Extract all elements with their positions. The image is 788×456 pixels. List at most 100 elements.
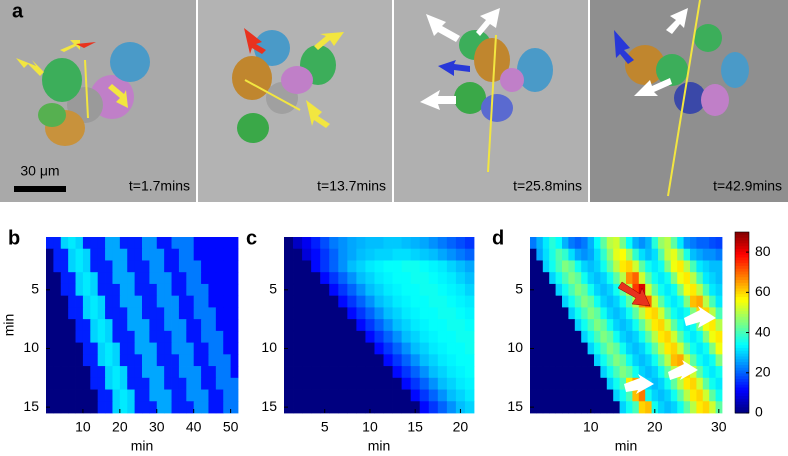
heatmap-cell (581, 248, 588, 261)
heatmap-cell (374, 366, 384, 379)
heatmap-cell (600, 354, 608, 367)
cells-3 (454, 30, 553, 173)
x-tick-label: 30 (149, 419, 165, 435)
heatmap-cell (374, 260, 384, 273)
heatmap-cell (215, 237, 224, 250)
colorbar-segment (735, 234, 749, 239)
heatmap-cell (664, 237, 672, 250)
heatmap-cell (201, 260, 209, 273)
heatmap-cell (632, 319, 640, 332)
heatmap-cell (365, 330, 375, 343)
heatmap-cell (658, 401, 665, 414)
heatmap-cell (134, 248, 143, 261)
heatmap-cell (715, 319, 723, 332)
heatmap-cell (112, 330, 121, 343)
heatmap-cell (542, 248, 550, 261)
heatmap-cell (105, 295, 113, 308)
heatmap-cell (149, 248, 158, 261)
heatmap-cell (320, 330, 330, 343)
heatmap-cell (670, 307, 678, 320)
heatmap-cell (142, 307, 150, 320)
heatmap-cell (223, 342, 232, 355)
heatmap-cell (311, 237, 321, 250)
heatmap-cell (329, 389, 339, 402)
x-tick-label: 5 (321, 419, 329, 435)
heatmap-cell (193, 307, 202, 320)
heatmap-cell (683, 401, 691, 414)
heatmap-cell (419, 401, 430, 414)
heatmap-cell (702, 237, 710, 250)
colorbar-segment (735, 345, 749, 349)
heatmap-cell (178, 389, 187, 402)
heatmap-cell (338, 319, 348, 332)
heatmap-cell (311, 377, 321, 390)
heatmap-cell (356, 295, 366, 308)
heatmap-cell (664, 342, 672, 355)
heatmap-cell (156, 237, 165, 250)
heatmap-cell (555, 272, 563, 285)
heatmap-cell (677, 260, 684, 273)
heatmap-cell (347, 389, 357, 402)
heatmap-cell (600, 307, 608, 320)
heatmap-cell (171, 342, 180, 355)
heatmap-cell (201, 237, 209, 250)
heatmap-cell (690, 295, 697, 308)
colorbar-segment (735, 387, 749, 391)
heatmap-cell (284, 260, 294, 273)
heatmap-cell (374, 342, 384, 355)
heatmap-cell (201, 272, 209, 285)
colorbar-segment (735, 285, 749, 290)
y-tick-label: 15 (507, 398, 523, 414)
heatmap-cell (105, 377, 113, 390)
heatmap-cell (715, 283, 723, 297)
heatmap-cell (587, 319, 595, 332)
heatmap-cell (645, 272, 652, 285)
heatmap-cell (347, 366, 357, 379)
heatmap-cell (142, 260, 150, 273)
heatmap-cell (410, 272, 421, 285)
heatmap-cell (164, 307, 172, 320)
heatmap-cell (171, 377, 180, 390)
heatmap-cell (311, 342, 321, 355)
heatmap-cell (677, 354, 684, 367)
heatmap-cell (149, 295, 158, 308)
heatmap-cell (581, 272, 588, 285)
heatmap-cell (549, 307, 556, 320)
heatmap-cell (392, 295, 403, 308)
heatmap-cell (619, 401, 627, 414)
heatmap-cell (156, 330, 165, 343)
heatmap-cell (374, 401, 384, 414)
heatmap-cell (632, 366, 640, 379)
heatmap-cell (127, 366, 136, 379)
heatmap-cell (338, 260, 348, 273)
heatmap-cell (75, 389, 84, 402)
heatmap-cell (542, 366, 550, 379)
heatmap-cell (193, 377, 202, 390)
heatmap-cell (542, 401, 550, 414)
heatmap-cell (338, 377, 348, 390)
heatmap-cell (446, 272, 457, 285)
heatmap-cell (127, 342, 136, 355)
heatmap-cell (464, 237, 475, 250)
heatmap-cell (401, 389, 412, 402)
heatmap-cell (696, 237, 704, 250)
heatmap-cell (549, 330, 556, 343)
colorbar-tick-label: 0 (755, 404, 763, 420)
heatmap-cell (90, 389, 99, 402)
heatmap-cell (149, 319, 158, 332)
heatmap-cell (302, 342, 312, 355)
heatmap-cell (60, 260, 69, 273)
heatmap-cell (223, 272, 232, 285)
heatmap-cell (156, 248, 165, 261)
heatmap-cell (90, 283, 99, 297)
heatmap-cell (651, 319, 659, 332)
heatmap-cell (606, 401, 614, 414)
heatmap-cell (428, 354, 439, 367)
heatmap-cell (164, 237, 172, 250)
heatmap-cell (410, 307, 421, 320)
heatmap-cell (555, 366, 563, 379)
heatmap-cell (60, 272, 69, 285)
heatmap-cell (127, 237, 136, 250)
heatmap-cell (542, 354, 550, 367)
heatmap-cell (53, 342, 62, 355)
